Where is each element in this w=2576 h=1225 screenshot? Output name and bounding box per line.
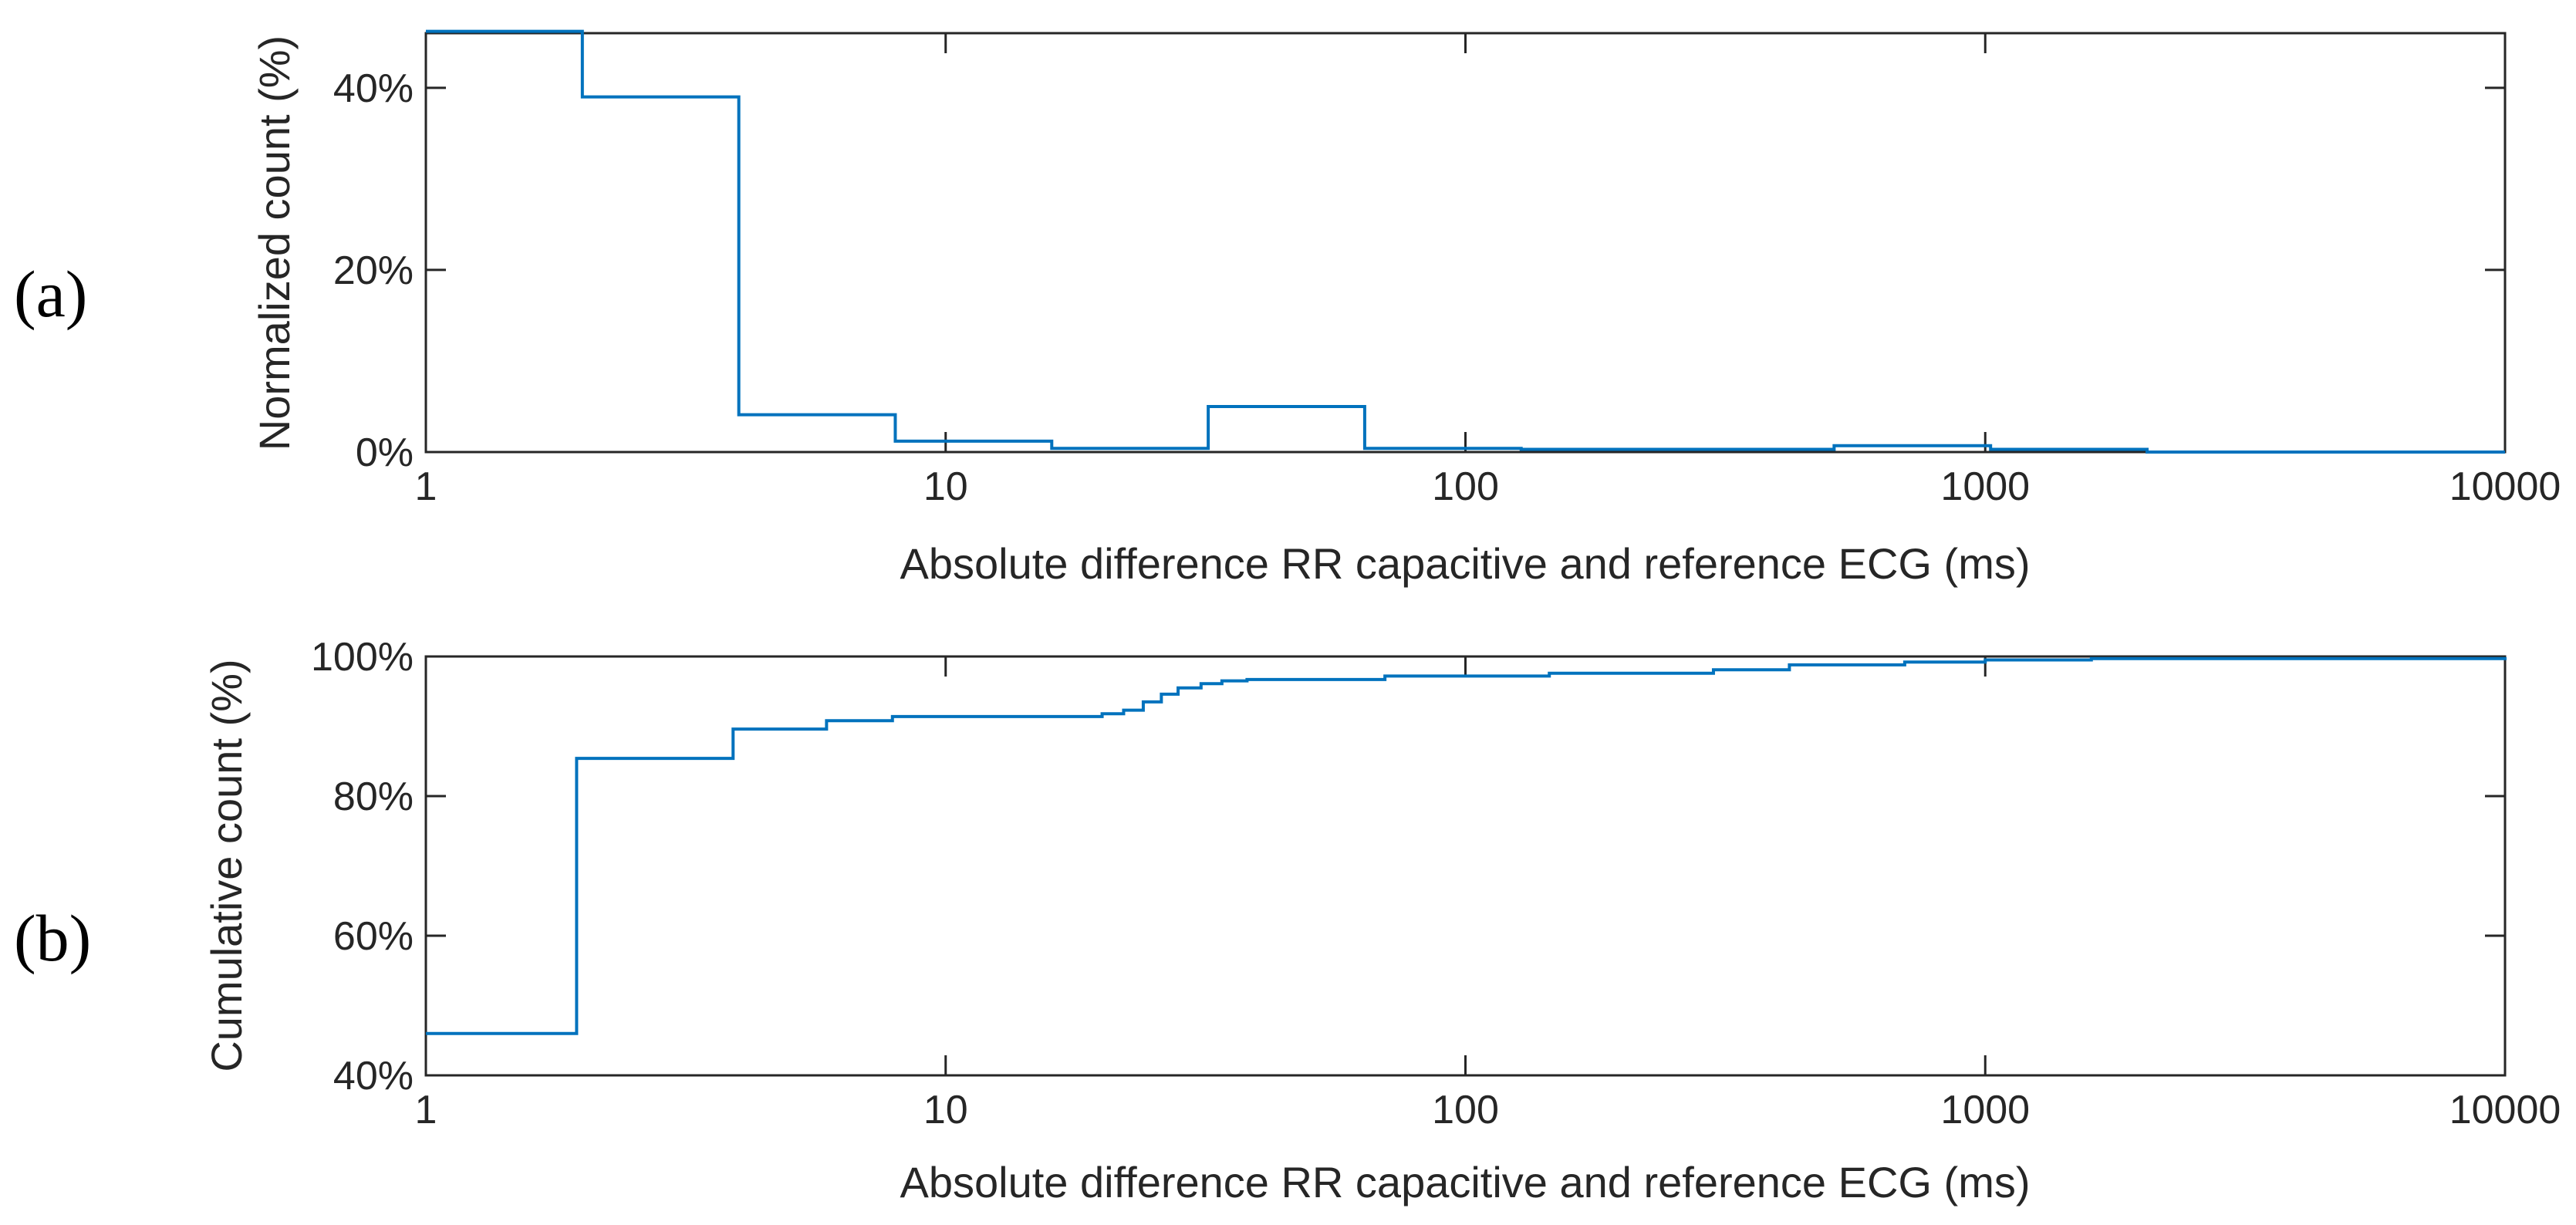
x-tick-label: 1 — [415, 464, 437, 509]
y-axis-label-a: Normalized count (%) — [250, 35, 299, 451]
cumulative-panel: (b) 1 10 100 1000 10000 40% 60% 80% 100% Absolu… — [14, 635, 2561, 1206]
y-tick-label: 40% — [333, 66, 414, 111]
histogram-stairs — [426, 29, 2505, 454]
y-tick-label: 20% — [333, 248, 414, 293]
x-axis-label-a: Absolute difference RR capacitive and re… — [900, 539, 2031, 588]
x-tick-label: 1000 — [1940, 464, 2030, 509]
y-tick-label: 80% — [333, 774, 414, 819]
x-tick-label: 100 — [1432, 464, 1499, 509]
y-tick-label: 0% — [356, 430, 414, 475]
x-axis-label-b: Absolute difference RR capacitive and re… — [900, 1158, 2031, 1206]
x-ticks-b: 1 10 100 1000 10000 — [415, 656, 2561, 1132]
y-ticks-b: 40% 60% 80% 100% — [311, 635, 2505, 1098]
x-tick-label: 10 — [923, 1088, 968, 1132]
y-tick-label: 100% — [311, 635, 414, 680]
histogram-panel: (a) 1 10 100 1000 10000 0% 20% 40% Absolute di… — [14, 29, 2561, 588]
x-tick-label: 10000 — [2449, 464, 2561, 509]
x-tick-label: 1 — [415, 1088, 437, 1132]
y-tick-label: 60% — [333, 914, 414, 959]
panel-letter-b: (b) — [14, 901, 91, 975]
x-ticks-a: 1 10 100 1000 10000 — [415, 33, 2561, 509]
y-axis-label-b: Cumulative count (%) — [202, 659, 251, 1071]
cumulative-line — [426, 656, 2507, 1035]
y-ticks-a: 0% 20% 40% — [333, 66, 2505, 475]
y-tick-label: 40% — [333, 1054, 414, 1098]
x-tick-label: 100 — [1432, 1088, 1499, 1132]
panel-letter-a: (a) — [14, 257, 87, 331]
x-tick-label: 1000 — [1940, 1088, 2030, 1132]
plot-area-b — [424, 655, 2507, 1077]
x-tick-label: 10 — [923, 464, 968, 509]
x-tick-label: 10000 — [2449, 1088, 2561, 1132]
